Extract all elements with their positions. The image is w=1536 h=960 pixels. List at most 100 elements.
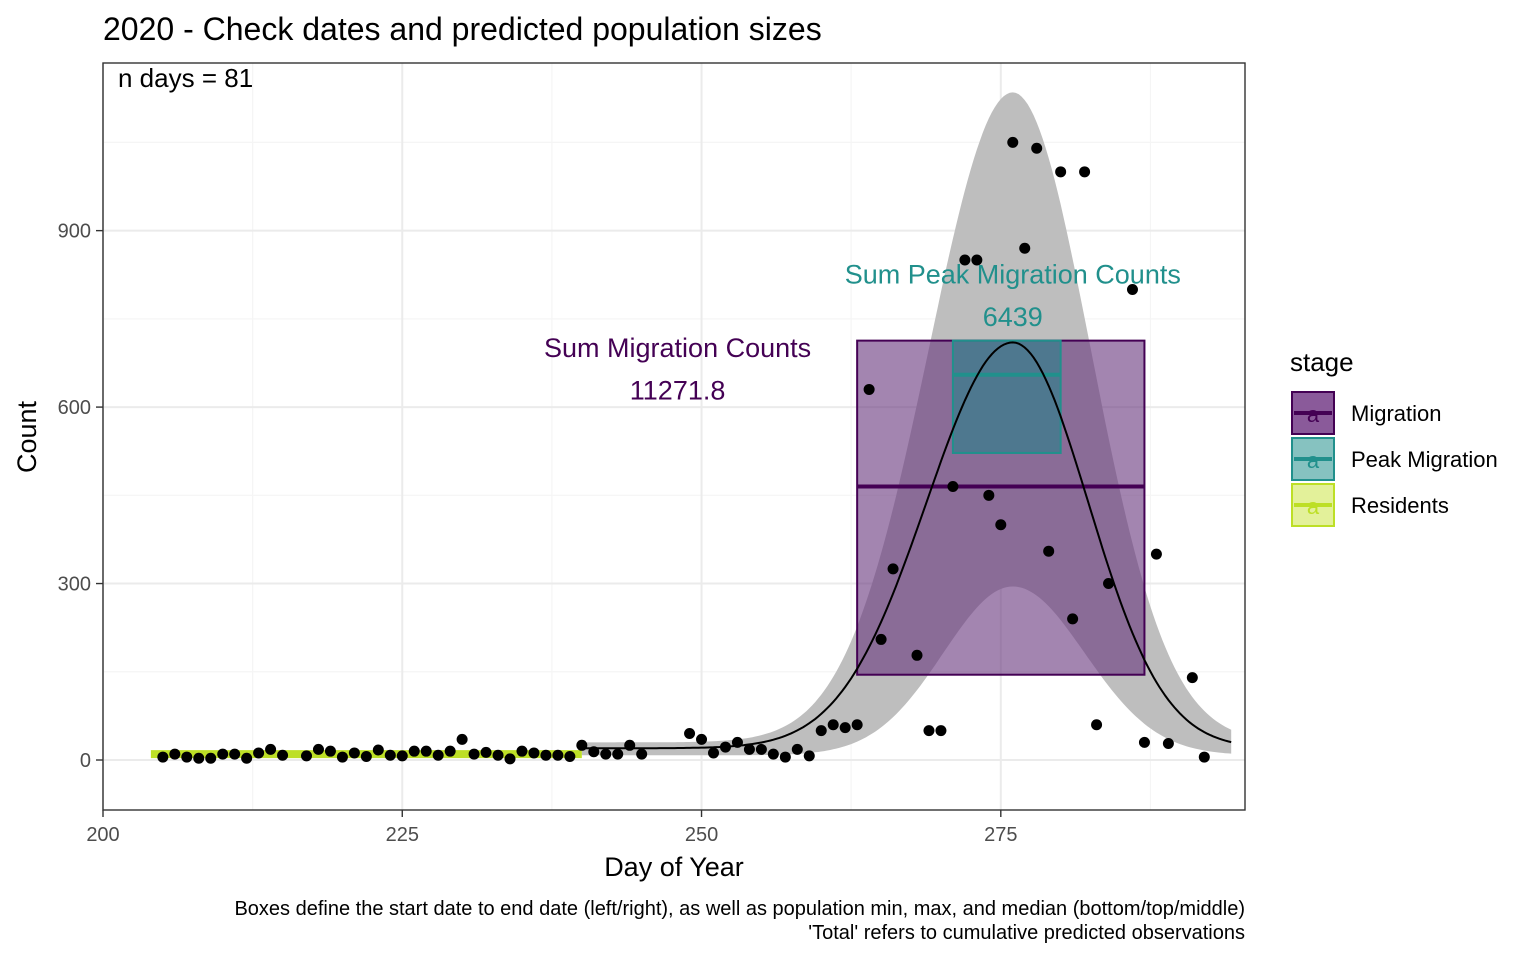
x-tick-label: 200 <box>86 824 119 846</box>
data-point <box>719 741 731 753</box>
x-tick-label: 275 <box>984 824 1017 846</box>
data-point <box>696 733 708 745</box>
data-point <box>480 746 492 758</box>
data-point <box>971 254 983 266</box>
x-axis-label: Day of Year <box>604 852 744 882</box>
data-point <box>1019 242 1031 254</box>
data-point <box>1162 738 1174 750</box>
data-point <box>935 725 947 737</box>
box-peak-migration <box>951 339 1062 454</box>
data-point <box>839 722 851 734</box>
data-point <box>815 725 827 737</box>
data-point <box>875 633 887 645</box>
annotations: Sum Migration Counts 11271.8 Sum Peak Mi… <box>544 260 1181 406</box>
data-point <box>708 747 720 759</box>
y-axis-label: Count <box>12 400 42 473</box>
data-point <box>588 746 600 758</box>
data-point <box>1043 545 1055 557</box>
caption-line-1: Boxes define the start date to end date … <box>234 898 1245 920</box>
data-point <box>516 745 528 757</box>
data-point <box>504 753 516 765</box>
data-point <box>1067 613 1079 625</box>
data-point <box>384 749 396 761</box>
data-point <box>959 254 971 266</box>
y-tick-label: 900 <box>58 221 91 243</box>
x-tick-label: 225 <box>386 824 419 846</box>
x-tick-label: 250 <box>685 824 718 846</box>
stage-boxes <box>856 339 1146 676</box>
y-tick-label: 0 <box>80 750 91 772</box>
data-point <box>1103 578 1115 590</box>
data-point <box>253 747 265 759</box>
data-point <box>229 748 241 760</box>
n-days-note: n days = 81 <box>118 63 253 93</box>
data-point <box>1007 136 1019 148</box>
data-point <box>995 519 1007 531</box>
legend-item-peak-migration: a Peak Migration <box>1291 437 1498 481</box>
legend-item-residents: a Residents <box>1291 483 1449 527</box>
y-tick-label: 300 <box>58 574 91 596</box>
data-point <box>827 719 839 731</box>
data-point <box>887 563 899 575</box>
observation-points <box>157 136 1210 765</box>
data-point <box>1031 142 1043 154</box>
data-point <box>408 745 420 757</box>
data-point <box>743 743 755 755</box>
data-point <box>217 748 229 760</box>
data-point <box>731 736 743 748</box>
legend-label-peak-migration: Peak Migration <box>1351 447 1498 472</box>
data-point <box>241 752 253 764</box>
data-point <box>396 750 408 762</box>
data-point <box>779 751 791 763</box>
data-point <box>863 383 875 395</box>
data-point <box>193 752 205 764</box>
legend-label-migration: Migration <box>1351 401 1441 426</box>
fitted-curve-line <box>581 341 1232 750</box>
panel-border <box>102 62 1246 811</box>
chart-title: 2020 - Check dates and predicted populat… <box>103 11 822 47</box>
data-point <box>755 743 767 755</box>
data-point <box>911 649 923 661</box>
data-point <box>372 744 384 756</box>
data-point <box>1138 736 1150 748</box>
data-point <box>444 745 456 757</box>
data-point <box>468 748 480 760</box>
data-point <box>492 749 504 761</box>
annotation-peak-value: 6439 <box>983 302 1043 332</box>
data-point <box>803 750 815 762</box>
data-point <box>360 750 372 762</box>
y-axis: 0 300 600 900 <box>58 221 103 772</box>
data-point <box>600 748 612 760</box>
data-point <box>456 733 468 745</box>
data-point <box>552 749 564 761</box>
data-point <box>624 739 636 751</box>
data-point <box>432 749 444 761</box>
data-point <box>157 751 169 763</box>
data-point <box>636 748 648 760</box>
data-point <box>205 752 217 764</box>
data-point <box>1150 548 1162 560</box>
x-axis: 200 225 250 275 <box>86 810 1017 846</box>
legend: stage a Migration a Peak Migration a Res… <box>1290 347 1498 527</box>
fitted-curve <box>581 341 1232 750</box>
plot-panel: Sum Migration Counts 11271.8 Sum Peak Mi… <box>102 62 1246 811</box>
data-point <box>1079 166 1091 178</box>
legend-key-peak-glyph: a <box>1307 448 1320 473</box>
data-point <box>324 745 336 757</box>
data-point <box>767 748 779 760</box>
data-point <box>684 728 696 740</box>
data-point <box>1186 672 1198 684</box>
data-point <box>420 745 432 757</box>
data-point <box>576 739 588 751</box>
legend-title: stage <box>1290 347 1354 377</box>
data-point <box>612 748 624 760</box>
annotation-migration-label: Sum Migration Counts <box>544 333 811 363</box>
y-tick-label: 600 <box>58 397 91 419</box>
legend-key-migration-glyph: a <box>1307 402 1320 427</box>
caption-line-2: 'Total' refers to cumulative predicted o… <box>808 922 1245 944</box>
data-point <box>851 719 863 731</box>
data-point <box>528 747 540 759</box>
data-point <box>1055 166 1067 178</box>
legend-item-migration: a Migration <box>1291 391 1441 435</box>
